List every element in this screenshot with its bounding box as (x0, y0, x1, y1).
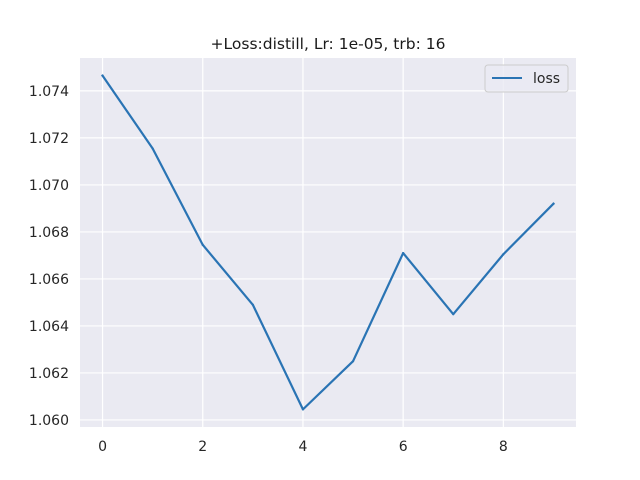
legend-box (484, 64, 569, 93)
y-tick-label: 1.064 (29, 319, 69, 335)
x-tick-label: 6 (399, 439, 408, 455)
x-axis-ticks: 0 2 4 6 8 (98, 439, 508, 455)
y-axis-ticks: 1.060 1.062 1.064 1.066 1.068 1.070 1.072 1.074 (29, 84, 69, 429)
y-tick-label: 1.072 (29, 131, 69, 147)
y-tick-label: 1.062 (29, 366, 69, 382)
x-tick-label: 0 (98, 439, 107, 455)
data-point (552, 202, 555, 205)
chart-title: +Loss:distill, Lr: 1e-05, trb: 16 (211, 35, 446, 53)
plot-area (80, 58, 576, 427)
data-point (402, 251, 405, 255)
data-point (452, 313, 455, 316)
legend: loss (484, 64, 569, 93)
series-line-loss (101, 74, 556, 411)
data-point (301, 408, 305, 411)
y-tick-label: 1.074 (29, 84, 69, 100)
y-tick-label: 1.060 (29, 413, 69, 429)
x-tick-label: 2 (198, 439, 207, 455)
data-point (502, 253, 505, 256)
y-tick-label: 1.066 (29, 272, 69, 288)
data-point (151, 147, 154, 150)
data-point (201, 243, 204, 246)
legend-label-loss: loss (533, 71, 560, 87)
x-tick-label: 8 (499, 439, 508, 455)
y-tick-label: 1.068 (29, 225, 69, 241)
x-tick-label: 4 (298, 439, 307, 455)
data-point (351, 360, 355, 363)
series-layer (101, 74, 556, 411)
y-tick-label: 1.070 (29, 178, 69, 194)
data-point (251, 303, 254, 306)
data-point (101, 74, 104, 77)
